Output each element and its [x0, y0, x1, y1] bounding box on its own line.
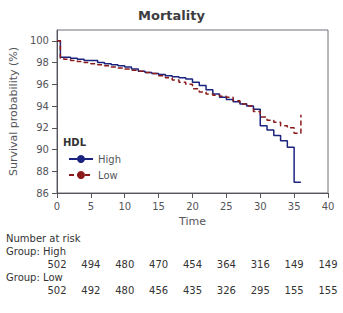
svg-text:40: 40 — [322, 201, 335, 212]
svg-text:492: 492 — [81, 285, 100, 296]
svg-text:Number at risk: Number at risk — [6, 233, 81, 244]
svg-text:149: 149 — [285, 259, 304, 270]
svg-text:454: 454 — [183, 259, 202, 270]
svg-text:98: 98 — [36, 57, 49, 68]
svg-text:480: 480 — [115, 259, 134, 270]
svg-text:20: 20 — [186, 201, 199, 212]
svg-text:90: 90 — [36, 144, 49, 155]
svg-text:96: 96 — [36, 79, 49, 90]
svg-text:Time: Time — [178, 215, 206, 228]
svg-text:295: 295 — [251, 285, 270, 296]
svg-text:25: 25 — [220, 201, 233, 212]
svg-text:Group: Low: Group: Low — [6, 272, 63, 283]
svg-text:155: 155 — [285, 285, 304, 296]
svg-text:0: 0 — [54, 201, 60, 212]
svg-text:Low: Low — [98, 170, 118, 181]
svg-text:502: 502 — [47, 259, 66, 270]
svg-text:30: 30 — [254, 201, 267, 212]
svg-text:149: 149 — [318, 259, 337, 270]
svg-text:100: 100 — [30, 35, 49, 46]
svg-text:155: 155 — [318, 285, 337, 296]
svg-text:Survival probability (%): Survival probability (%) — [7, 47, 20, 176]
svg-text:5: 5 — [88, 201, 94, 212]
svg-text:502: 502 — [47, 285, 66, 296]
svg-text:HDL: HDL — [63, 137, 87, 148]
svg-text:470: 470 — [149, 259, 168, 270]
svg-text:Mortality: Mortality — [138, 8, 205, 23]
svg-text:Group: High: Group: High — [6, 246, 66, 257]
svg-text:316: 316 — [251, 259, 270, 270]
svg-text:88: 88 — [36, 166, 49, 177]
svg-text:94: 94 — [36, 101, 49, 112]
svg-text:10: 10 — [118, 201, 131, 212]
svg-text:456: 456 — [149, 285, 168, 296]
svg-text:435: 435 — [183, 285, 202, 296]
svg-text:364: 364 — [217, 259, 236, 270]
svg-text:480: 480 — [115, 285, 134, 296]
svg-text:High: High — [98, 154, 121, 165]
svg-text:92: 92 — [36, 122, 49, 133]
svg-text:15: 15 — [152, 201, 165, 212]
svg-text:35: 35 — [288, 201, 301, 212]
svg-text:86: 86 — [36, 188, 49, 199]
svg-text:494: 494 — [81, 259, 100, 270]
svg-text:326: 326 — [217, 285, 236, 296]
